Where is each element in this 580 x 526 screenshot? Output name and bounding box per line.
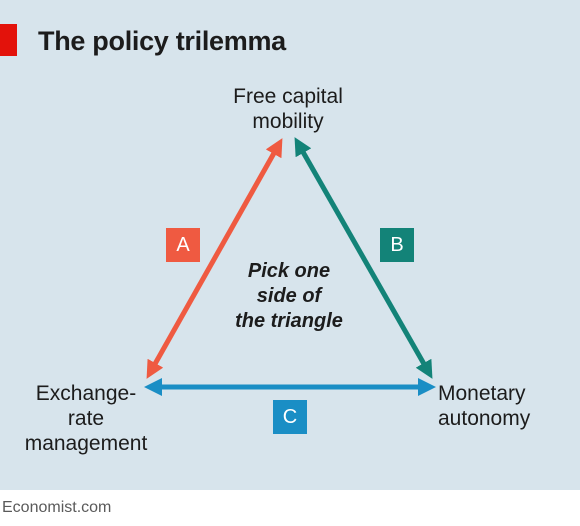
node-exchange-rate-management: Exchange- rate management <box>16 381 156 456</box>
side-label-b: B <box>380 228 414 262</box>
chart-title: The policy trilemma <box>38 26 286 56</box>
arrow-side-a <box>146 138 283 379</box>
side-label-a: A <box>166 228 200 262</box>
node-right-line-1: Monetary <box>438 382 526 405</box>
center-line-3: the triangle <box>235 310 343 332</box>
brand-accent-bar <box>0 24 17 56</box>
side-label-c: C <box>273 400 307 434</box>
triangle-diagram <box>144 137 436 396</box>
node-top-line-1: Free capital <box>233 85 343 108</box>
node-free-capital-mobility: Free capital mobility <box>198 84 378 134</box>
node-right-line-2: autonomy <box>438 407 531 430</box>
node-monetary-autonomy: Monetary autonomy <box>438 381 578 431</box>
node-top-line-2: mobility <box>252 110 324 133</box>
source-credit: Economist.com <box>2 499 112 516</box>
node-left-line-2: rate <box>67 407 105 430</box>
arrow-side-b <box>294 137 433 379</box>
node-left-line-3: management <box>24 432 148 455</box>
center-line-1: Pick one <box>247 260 331 282</box>
node-left-line-1: Exchange- <box>35 382 137 405</box>
center-instruction: Pick one side of the triangle <box>218 259 360 334</box>
center-line-2: side of <box>256 285 322 307</box>
